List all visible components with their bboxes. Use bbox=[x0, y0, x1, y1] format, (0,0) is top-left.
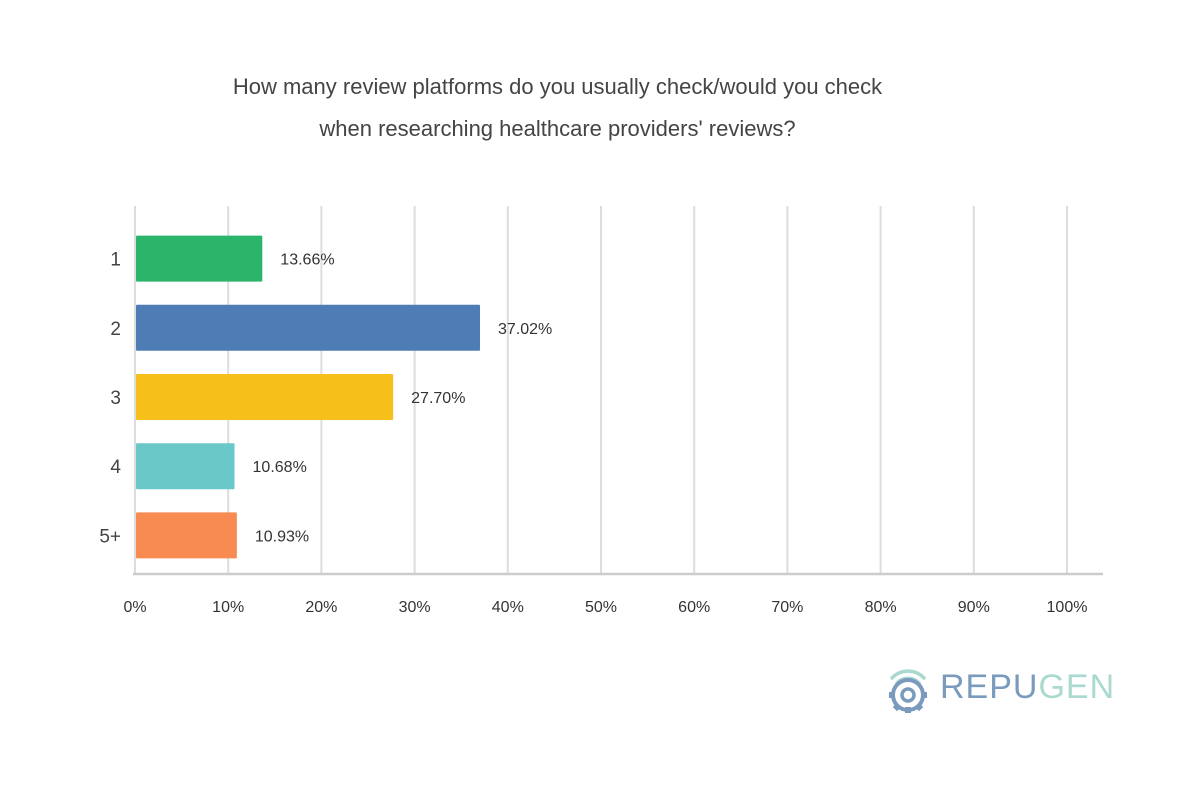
category-label: 3 bbox=[110, 388, 121, 409]
value-label: 27.70% bbox=[411, 390, 465, 407]
x-tick-label: 30% bbox=[399, 599, 431, 616]
axes: 0% 10% 20% 30% 40% 50% 60% 70% 80% 90% 100% 1 2 3 4 5+ bbox=[99, 250, 1103, 616]
value-label: 37.02% bbox=[498, 321, 552, 338]
wifi-gear-icon bbox=[889, 669, 927, 713]
chart-title-line-2: when researching healthcare providers' r… bbox=[319, 116, 796, 141]
bar-5 bbox=[136, 512, 237, 559]
value-label: 13.66% bbox=[280, 252, 334, 269]
grid-lines bbox=[134, 206, 1068, 574]
value-label: 10.93% bbox=[255, 528, 309, 545]
bar-2 bbox=[136, 304, 481, 351]
x-tick-label: 90% bbox=[958, 599, 990, 616]
x-tick-label: 10% bbox=[212, 599, 244, 616]
bar-4 bbox=[136, 443, 235, 490]
repugen-logo: REPUGEN bbox=[878, 660, 1118, 720]
value-label: 10.68% bbox=[253, 459, 307, 476]
category-label: 4 bbox=[110, 457, 121, 478]
x-tick-label: 100% bbox=[1047, 599, 1088, 616]
logo-text-repu: REPU bbox=[940, 668, 1039, 706]
x-tick-label: 70% bbox=[771, 599, 803, 616]
bars: 13.66% 37.02% 27.70% 10.68% 10.93% bbox=[136, 235, 552, 559]
chart-title: How many review platforms do you usually… bbox=[0, 66, 1115, 150]
category-label: 2 bbox=[110, 319, 121, 340]
x-tick-label: 50% bbox=[585, 599, 617, 616]
x-tick-label: 20% bbox=[305, 599, 337, 616]
category-label: 5+ bbox=[99, 526, 121, 547]
x-tick-label: 0% bbox=[123, 599, 146, 616]
logo-text: REPUGEN bbox=[940, 668, 1115, 707]
category-label: 1 bbox=[110, 250, 121, 271]
x-tick-label: 60% bbox=[678, 599, 710, 616]
x-tick-label: 40% bbox=[492, 599, 524, 616]
bar-1 bbox=[136, 235, 263, 282]
logo-text-gen: GEN bbox=[1038, 668, 1116, 706]
bar-3 bbox=[136, 374, 394, 420]
x-tick-label: 80% bbox=[865, 599, 897, 616]
chart-title-line-1: How many review platforms do you usually… bbox=[232, 74, 883, 99]
